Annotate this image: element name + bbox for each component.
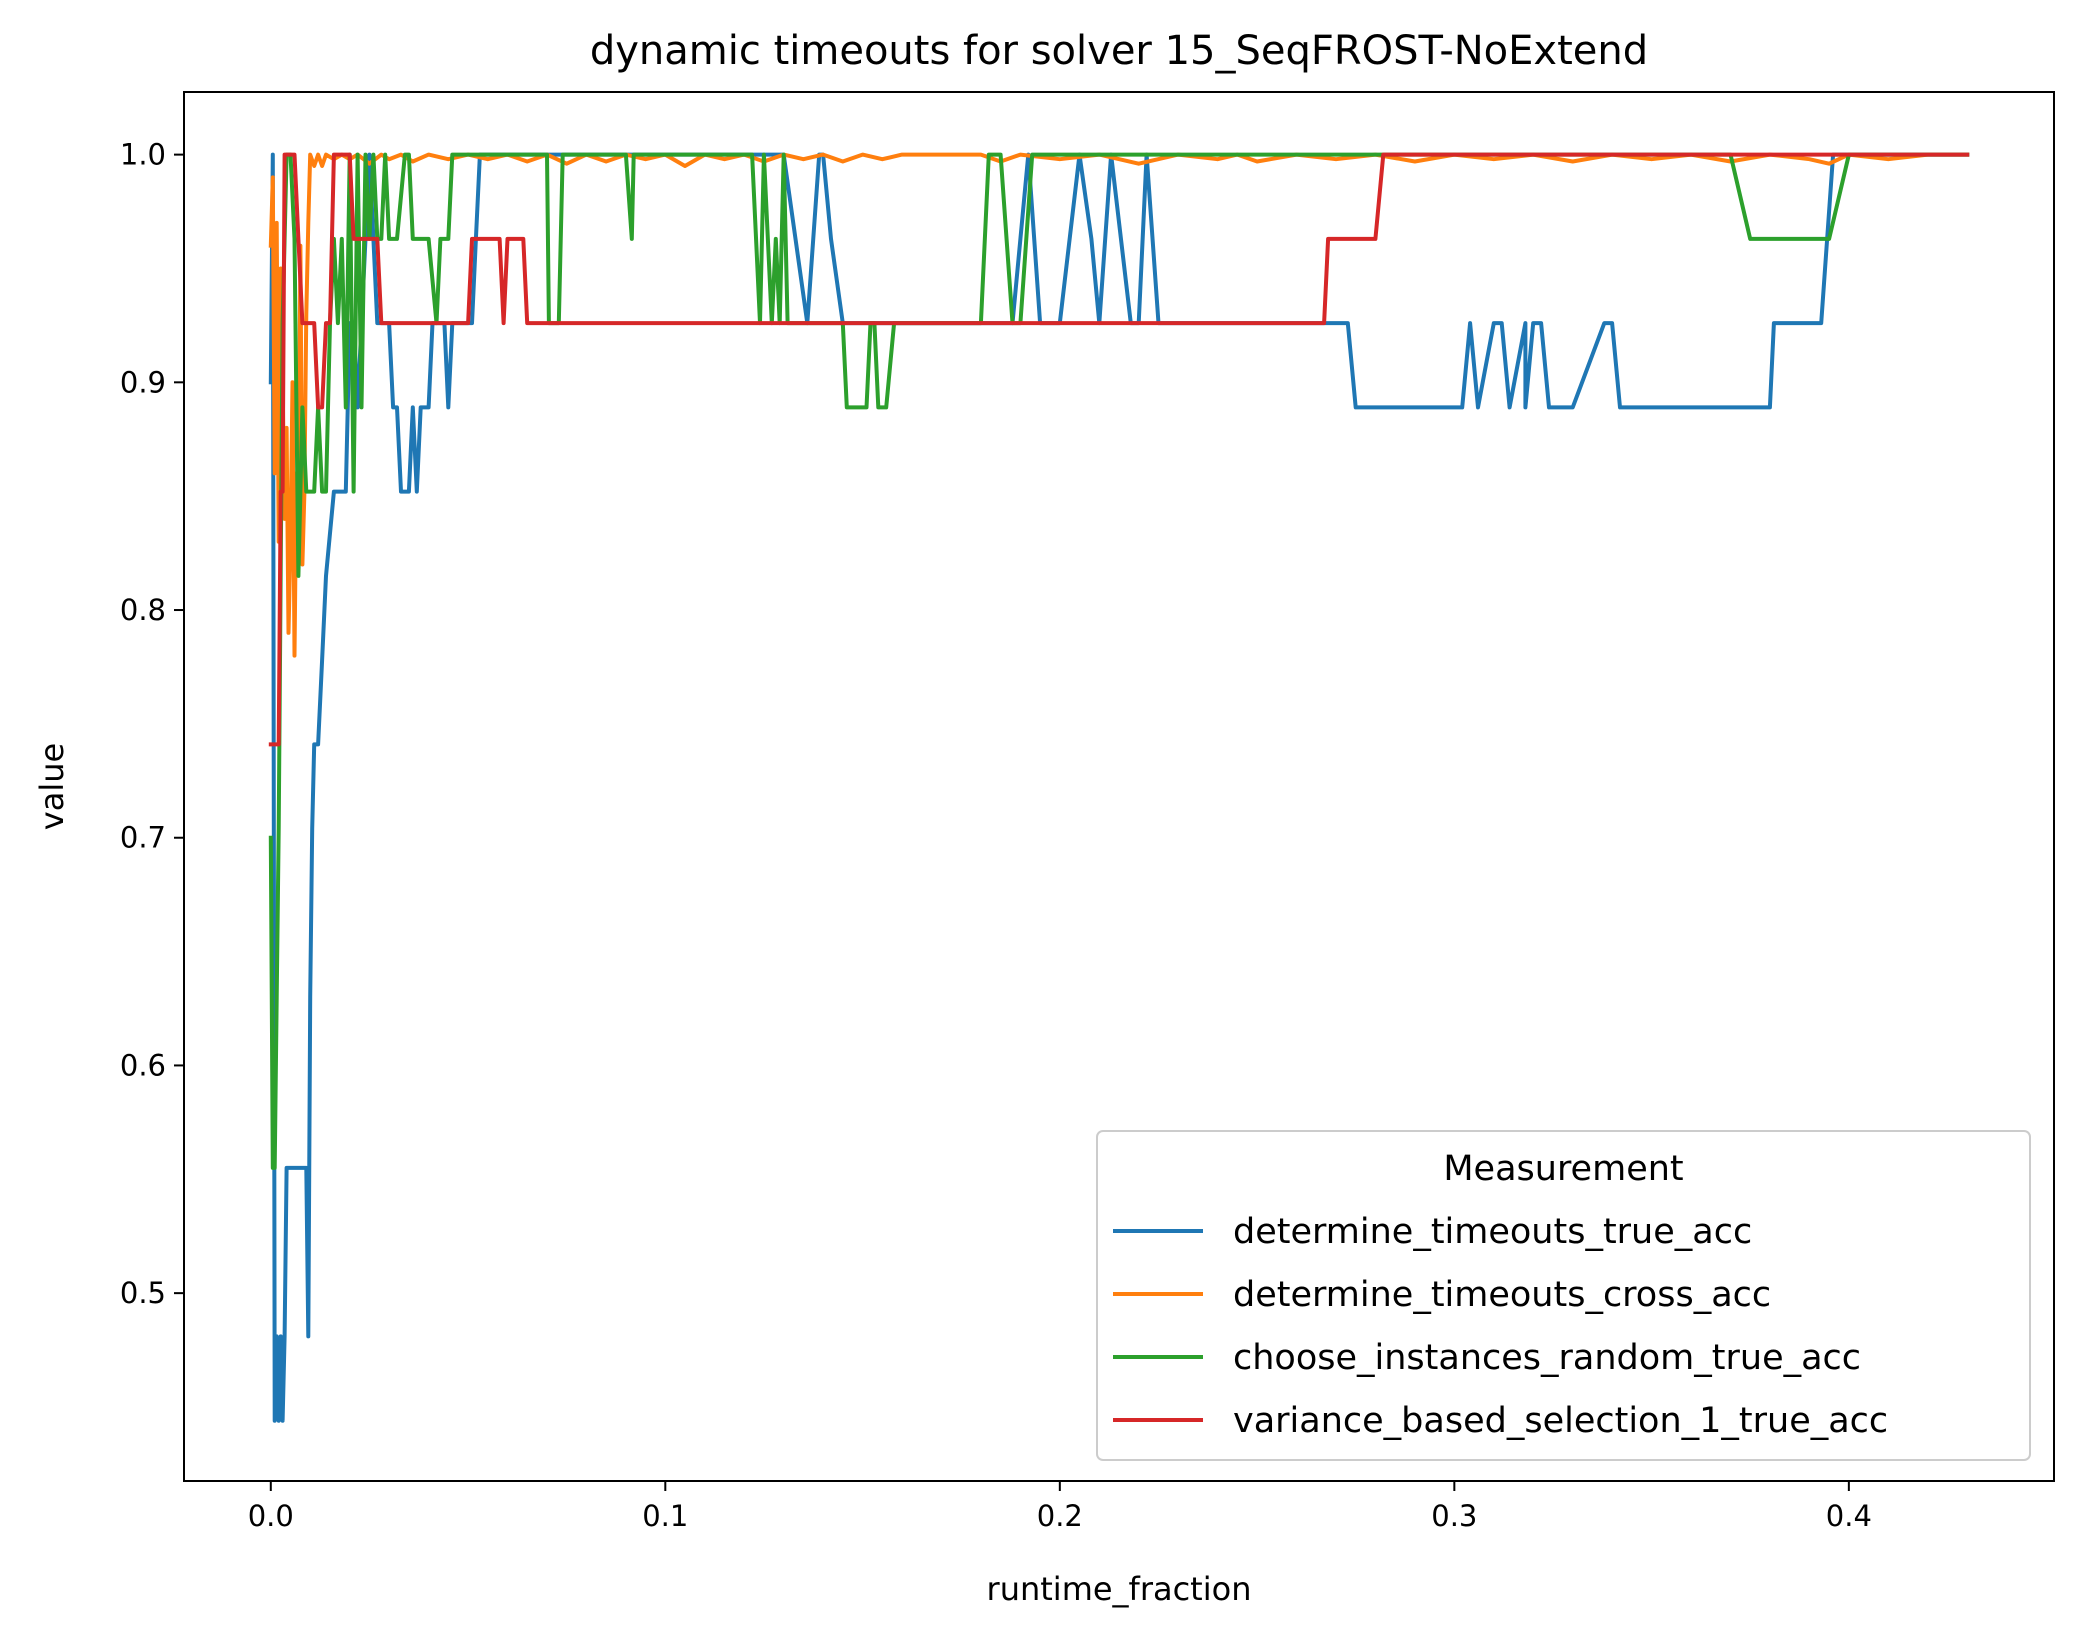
y-tick-label: 0.7 [120, 821, 166, 855]
legend-title: Measurement [1443, 1149, 1683, 1189]
y-tick-label: 0.9 [120, 365, 166, 399]
y-tick-label: 0.6 [120, 1048, 166, 1082]
legend-label-3: choose_instances_random_true_acc [1233, 1338, 1861, 1378]
legend-label-1: determine_timeouts_true_acc [1233, 1212, 1752, 1252]
series-line-3 [268, 152, 1970, 1170]
legend: Measurement determine_timeouts_true_accd… [1096, 1130, 2031, 1461]
legend-label-4: variance_based_selection_1_true_acc [1233, 1401, 1888, 1441]
y-axis: 0.5 0.6 0.7 0.8 0.9 1.0 [120, 138, 184, 1310]
legend-items: determine_timeouts_true_acc determine_tim… [1113, 1212, 1888, 1441]
y-axis-title: value [33, 743, 71, 830]
y-tick-label: 0.5 [120, 1276, 166, 1310]
x-axis-title: runtime_fraction [987, 1570, 1252, 1608]
plot-frame [183, 91, 2055, 1482]
x-tick-label: 0.1 [642, 1499, 688, 1533]
x-tick-label: 0.4 [1826, 1499, 1872, 1533]
x-tick-label: 0.2 [1037, 1499, 1083, 1533]
x-tick-label: 0.0 [248, 1499, 294, 1533]
x-axis: 0.0 0.1 0.2 0.3 0.4 [248, 1481, 1872, 1533]
x-tick-label: 0.3 [1431, 1499, 1477, 1533]
y-tick-label: 1.0 [120, 138, 166, 172]
series-line-4 [268, 152, 1970, 747]
y-tick-label: 0.8 [120, 593, 166, 627]
series-group [268, 152, 1970, 1423]
chart-title: dynamic timeouts for solver 15_SeqFROST-… [590, 28, 1648, 74]
legend-box [1096, 1130, 2031, 1461]
legend-label-2: determine_timeouts_cross_acc [1233, 1275, 1771, 1315]
